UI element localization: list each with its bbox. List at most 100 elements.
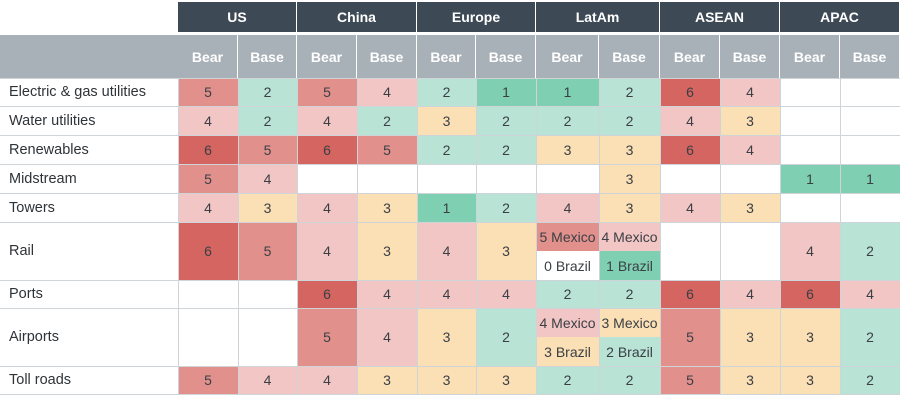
heatmap-cell: 4	[238, 366, 297, 394]
heatmap-cell: 4	[720, 280, 780, 308]
heatmap-cell: 5	[178, 164, 238, 193]
column-gridline	[840, 78, 841, 394]
heatmap-cell	[720, 222, 780, 280]
heatmap-cell	[840, 78, 900, 106]
heatmap-cell	[536, 164, 599, 193]
heatmap-cell	[178, 280, 238, 308]
heatmap-cell: 4	[297, 106, 357, 135]
heatmap-cell	[840, 135, 900, 164]
heatmap-cell	[780, 135, 840, 164]
heatmap-cell: 2	[238, 106, 297, 135]
heatmap-cell: 4	[357, 280, 417, 308]
scenario-header-china-bear: Bear	[297, 35, 356, 78]
heatmap-cell: 4	[297, 193, 357, 222]
heatmap-cell: 2	[599, 106, 660, 135]
row-gridline	[0, 394, 900, 395]
heatmap-cell: 4	[357, 308, 417, 366]
heatmap-cell	[660, 164, 720, 193]
sector-label: Towers	[0, 193, 178, 222]
heatmap-cell: 4	[536, 193, 599, 222]
heatmap-cell: 4	[417, 222, 476, 280]
heatmap-cell	[238, 308, 297, 366]
scenario-header-latam-bear: Bear	[536, 35, 598, 78]
heatmap-cell: 3	[720, 366, 780, 394]
heatmap-cell: 6	[178, 222, 238, 280]
heatmap-cell: 4	[297, 222, 357, 280]
sector-label: Electric & gas utilities	[0, 78, 178, 106]
heatmap-cell: 1	[780, 164, 840, 193]
heatmap-cell	[780, 106, 840, 135]
heatmap-cell: 2	[599, 366, 660, 394]
heatmap-cell: 3	[476, 222, 536, 280]
heatmap-cell	[720, 164, 780, 193]
heatmap-cell: 3	[780, 308, 840, 366]
heatmap-cell: 1 Brazil	[599, 251, 660, 280]
heatmap-cell: 5	[238, 135, 297, 164]
heatmap-cell	[417, 164, 476, 193]
heatmap-cell: 3	[780, 366, 840, 394]
heatmap-cell: 3	[417, 366, 476, 394]
column-gridline	[476, 78, 477, 394]
column-gridline	[720, 78, 721, 394]
heatmap-cell: 6	[178, 135, 238, 164]
heatmap-cell: 2	[476, 308, 536, 366]
column-gridline	[780, 78, 781, 394]
heatmap-cell	[840, 106, 900, 135]
region-header-latam: LatAm	[536, 2, 659, 32]
heatmap-cell	[780, 193, 840, 222]
heatmap-cell: 6	[660, 280, 720, 308]
heatmap-cell: 5	[178, 78, 238, 106]
row-gridline	[0, 135, 900, 136]
heatmap-cell: 4	[357, 78, 417, 106]
column-gridline	[357, 78, 358, 394]
scenario-header-us-bear: Bear	[178, 35, 237, 78]
scenario-header-apac-base: Base	[840, 35, 899, 78]
heatmap-cell: 4	[297, 366, 357, 394]
row-gridline	[0, 366, 900, 367]
column-gridline	[417, 78, 418, 394]
row-gridline	[0, 78, 900, 79]
heatmap-cell: 2	[536, 366, 599, 394]
heatmap-cell: 2	[476, 106, 536, 135]
sector-label: Ports	[0, 280, 178, 308]
heatmap-cell: 5 Mexico	[536, 222, 599, 251]
heatmap-cell: 4	[417, 280, 476, 308]
heatmap-cell: 3	[599, 193, 660, 222]
heatmap-cell: 4	[660, 193, 720, 222]
heatmap-cell	[178, 308, 238, 366]
heatmap-cell: 3	[417, 308, 476, 366]
heatmap-cell: 6	[660, 135, 720, 164]
heatmap-cell: 1	[840, 164, 900, 193]
heatmap-cell: 3	[599, 164, 660, 193]
heatmap-cell	[238, 280, 297, 308]
sector-label: Renewables	[0, 135, 178, 164]
heatmap-cell: 1	[536, 78, 599, 106]
heatmap-cell: 3	[476, 366, 536, 394]
heatmap-cell: 6	[297, 280, 357, 308]
region-header-europe: Europe	[417, 2, 535, 32]
row-gridline	[0, 106, 900, 107]
heatmap-cell: 4	[840, 280, 900, 308]
heatmap-cell	[297, 164, 357, 193]
heatmap-cell: 3	[720, 308, 780, 366]
heatmap-cell: 4	[720, 78, 780, 106]
scenario-header-asean-base: Base	[720, 35, 779, 78]
sector-label: Water utilities	[0, 106, 178, 135]
column-gridline	[536, 78, 537, 394]
heatmap-cell	[357, 164, 417, 193]
scenario-header-europe-base: Base	[476, 35, 535, 78]
heatmap-cell: 5	[297, 308, 357, 366]
heatmap-cell: 3 Brazil	[536, 337, 599, 366]
heatmap-cell: 3	[238, 193, 297, 222]
sector-label: Rail	[0, 222, 178, 280]
heatmap-cell: 0 Brazil	[536, 251, 599, 280]
heatmap-cell	[840, 193, 900, 222]
heatmap-cell: 2	[536, 280, 599, 308]
subheader-blank	[0, 35, 178, 78]
heatmap-cell: 4	[178, 193, 238, 222]
sector-label: Airports	[0, 308, 178, 366]
heatmap-cell: 3	[417, 106, 476, 135]
scenario-header-europe-bear: Bear	[417, 35, 475, 78]
heatmap-cell: 2	[840, 222, 900, 280]
region-header-us: US	[178, 2, 296, 32]
